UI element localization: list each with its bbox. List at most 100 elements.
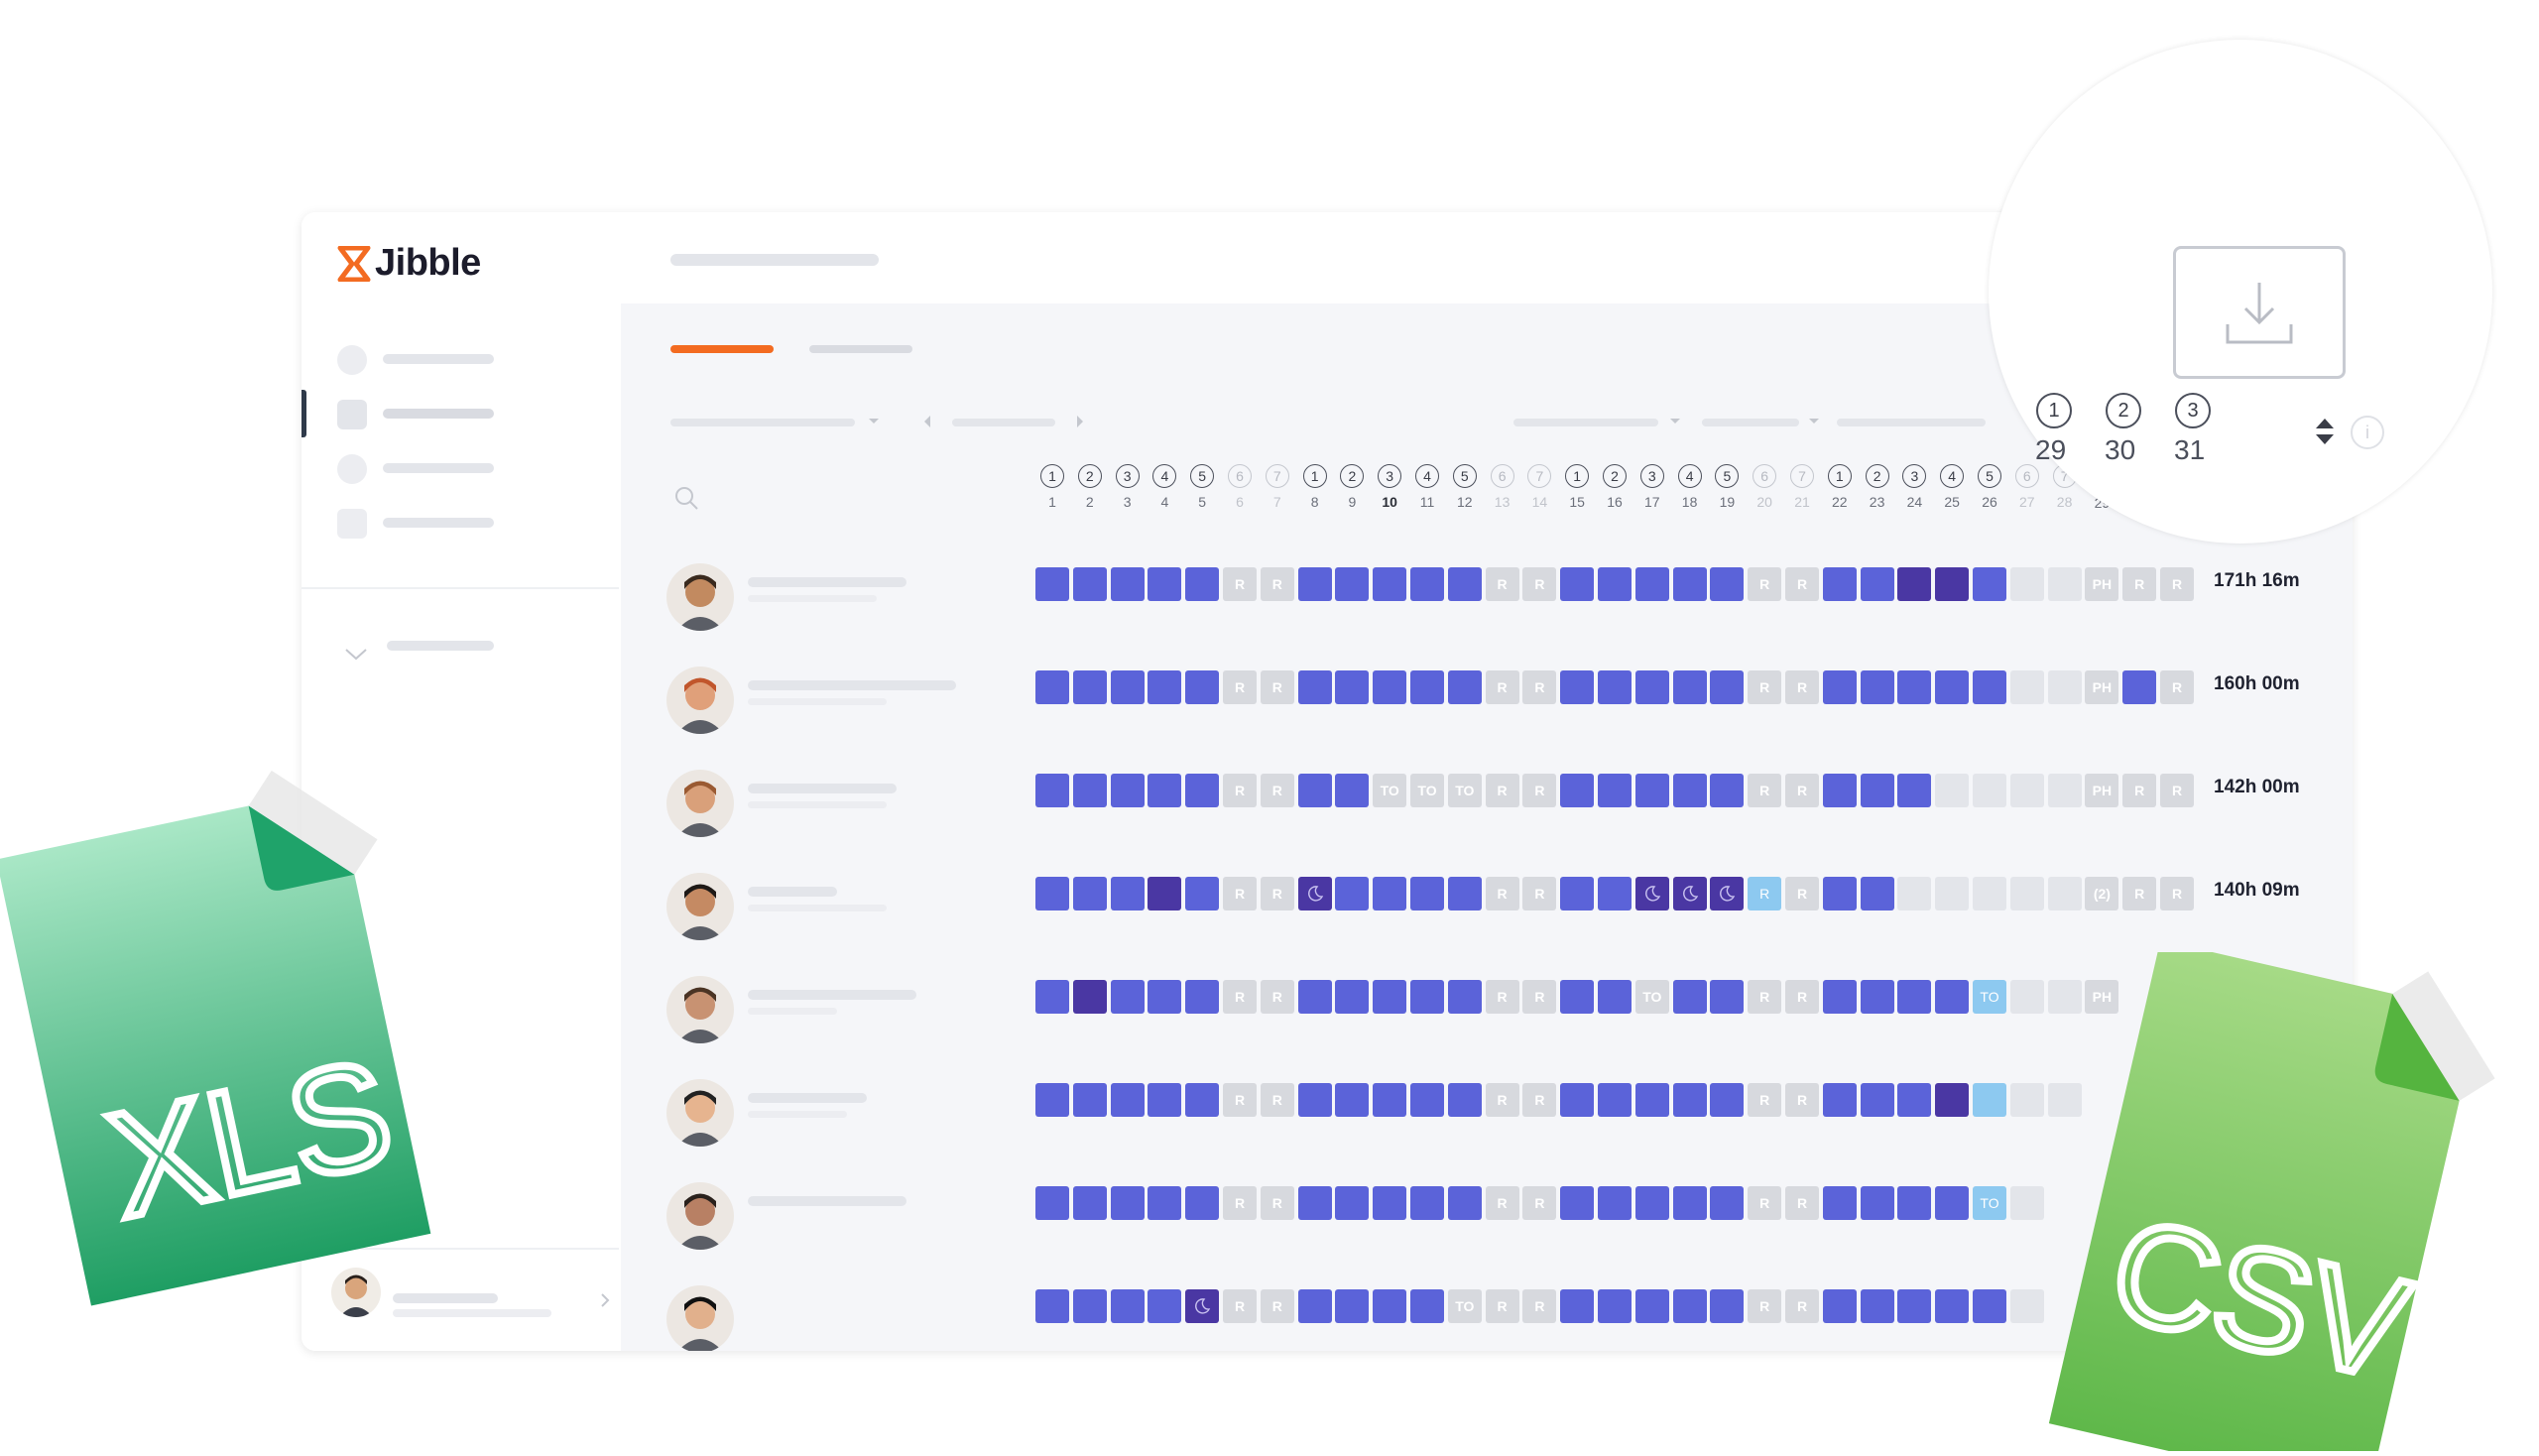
view-dropdown[interactable] — [1837, 419, 1986, 426]
schedule-dropdown[interactable] — [1702, 419, 1799, 426]
rest-day-cell[interactable]: R — [1748, 1083, 1782, 1117]
work-cell[interactable] — [1072, 1186, 1107, 1220]
work-cell[interactable] — [1072, 670, 1107, 704]
overtime-cell[interactable] — [1072, 980, 1107, 1014]
search-icon[interactable] — [672, 484, 700, 512]
work-cell[interactable] — [1373, 567, 1407, 601]
work-cell[interactable] — [1634, 1083, 1669, 1117]
work-cell[interactable] — [1110, 1186, 1145, 1220]
rest-day-cell[interactable]: R — [2160, 670, 2194, 704]
rest-day-cell[interactable]: R — [1223, 670, 1257, 704]
rest-day-cell[interactable]: R — [1748, 877, 1782, 910]
work-cell[interactable] — [1335, 774, 1370, 807]
group-dropdown[interactable] — [1513, 419, 1658, 426]
empty-cell[interactable] — [1935, 774, 1970, 807]
rest-day-cell[interactable]: R — [1748, 567, 1782, 601]
chevron-down-icon[interactable] — [343, 647, 369, 663]
rest-day-cell[interactable]: R — [1785, 670, 1819, 704]
work-cell[interactable] — [1035, 877, 1069, 910]
rest-day-cell[interactable]: R — [1223, 1186, 1257, 1220]
work-cell[interactable] — [1822, 670, 1857, 704]
rest-day-cell[interactable]: R — [1223, 567, 1257, 601]
rest-day-cell[interactable]: R — [2122, 567, 2157, 601]
time-off-cell[interactable]: TO — [1373, 774, 1407, 807]
work-cell[interactable] — [1035, 980, 1069, 1014]
night-shift-cell[interactable] — [1297, 877, 1332, 910]
work-cell[interactable] — [1072, 877, 1107, 910]
work-cell[interactable] — [1185, 980, 1220, 1014]
overtime-cell[interactable] — [1935, 1083, 1970, 1117]
work-cell[interactable] — [1035, 1186, 1069, 1220]
filter-dropdown[interactable] — [670, 419, 855, 426]
work-cell[interactable] — [1598, 774, 1632, 807]
rest-day-cell[interactable]: R — [2160, 567, 2194, 601]
public-holiday-cell[interactable]: PH — [2085, 980, 2119, 1014]
work-cell[interactable] — [1860, 1289, 1894, 1323]
empty-cell[interactable] — [2047, 877, 2082, 910]
work-cell[interactable] — [1185, 774, 1220, 807]
work-cell[interactable] — [1560, 774, 1595, 807]
rest-day-cell[interactable]: R — [2122, 877, 2157, 910]
time-off-cell[interactable]: TO — [1410, 774, 1444, 807]
work-cell[interactable] — [1110, 567, 1145, 601]
work-cell[interactable] — [1185, 877, 1220, 910]
rest-day-cell[interactable]: R — [1522, 567, 1557, 601]
work-cell[interactable] — [1447, 877, 1482, 910]
rest-day-cell[interactable]: R — [1260, 1083, 1294, 1117]
work-cell[interactable] — [1860, 1186, 1894, 1220]
work-cell[interactable] — [1672, 670, 1707, 704]
public-holiday-cell[interactable]: PH — [2085, 774, 2119, 807]
work-cell[interactable] — [1335, 877, 1370, 910]
nav-item-3[interactable] — [383, 463, 494, 473]
work-cell[interactable] — [1185, 567, 1220, 601]
work-cell[interactable] — [1185, 1186, 1220, 1220]
work-cell[interactable] — [1148, 1083, 1182, 1117]
work-cell[interactable] — [1560, 1083, 1595, 1117]
work-cell[interactable] — [1672, 567, 1707, 601]
rest-day-cell[interactable]: R — [1785, 980, 1819, 1014]
work-cell[interactable] — [1672, 1289, 1707, 1323]
work-cell[interactable] — [1110, 1083, 1145, 1117]
rest-day-cell[interactable]: R — [1748, 980, 1782, 1014]
nav-item-4[interactable] — [383, 518, 494, 528]
rest-day-cell[interactable]: R — [1785, 1289, 1819, 1323]
empty-cell[interactable] — [2009, 774, 2044, 807]
logo[interactable]: Jibble — [337, 242, 481, 285]
work-cell[interactable] — [1710, 1289, 1745, 1323]
work-cell[interactable] — [1035, 774, 1069, 807]
overtime-cell[interactable] — [1935, 567, 1970, 601]
work-cell[interactable] — [1672, 774, 1707, 807]
rest-day-cell[interactable]: R — [1748, 670, 1782, 704]
work-cell[interactable] — [2122, 670, 2157, 704]
work-cell[interactable] — [1897, 774, 1932, 807]
tab-active[interactable] — [670, 345, 774, 353]
work-cell[interactable] — [1634, 774, 1669, 807]
rest-day-cell[interactable]: R — [2160, 877, 2194, 910]
work-cell[interactable] — [1373, 980, 1407, 1014]
work-cell[interactable] — [1373, 1186, 1407, 1220]
work-cell[interactable] — [1560, 670, 1595, 704]
work-cell[interactable] — [1335, 670, 1370, 704]
work-cell[interactable] — [1110, 774, 1145, 807]
work-cell[interactable] — [1297, 1289, 1332, 1323]
work-cell[interactable] — [1672, 1186, 1707, 1220]
rest-day-cell[interactable]: R — [1260, 670, 1294, 704]
rest-day-cell[interactable]: R — [1485, 1289, 1519, 1323]
work-cell[interactable] — [1897, 980, 1932, 1014]
rest-day-cell[interactable]: R — [1748, 1186, 1782, 1220]
public-holiday-cell[interactable]: PH — [2085, 670, 2119, 704]
tab-inactive[interactable] — [809, 345, 912, 353]
work-cell[interactable] — [1822, 877, 1857, 910]
empty-cell[interactable] — [2009, 877, 2044, 910]
work-cell[interactable] — [1560, 980, 1595, 1014]
empty-cell[interactable] — [2009, 980, 2044, 1014]
work-cell[interactable] — [1072, 774, 1107, 807]
rest-day-cell[interactable]: R — [1748, 1289, 1782, 1323]
work-cell[interactable] — [1672, 1083, 1707, 1117]
rest-day-cell[interactable]: R — [1748, 774, 1782, 807]
work-cell[interactable] — [1148, 980, 1182, 1014]
work-cell[interactable] — [1935, 1186, 1970, 1220]
employee-avatar[interactable] — [666, 1285, 734, 1351]
work-cell[interactable] — [1560, 877, 1595, 910]
work-cell[interactable] — [1148, 774, 1182, 807]
